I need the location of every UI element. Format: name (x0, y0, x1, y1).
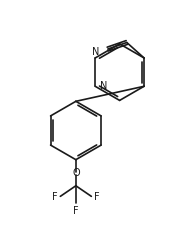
Text: N: N (92, 46, 100, 56)
Text: F: F (52, 191, 58, 201)
Text: F: F (94, 191, 100, 201)
Text: O: O (72, 167, 80, 177)
Text: F: F (73, 205, 79, 215)
Text: N: N (100, 81, 107, 91)
